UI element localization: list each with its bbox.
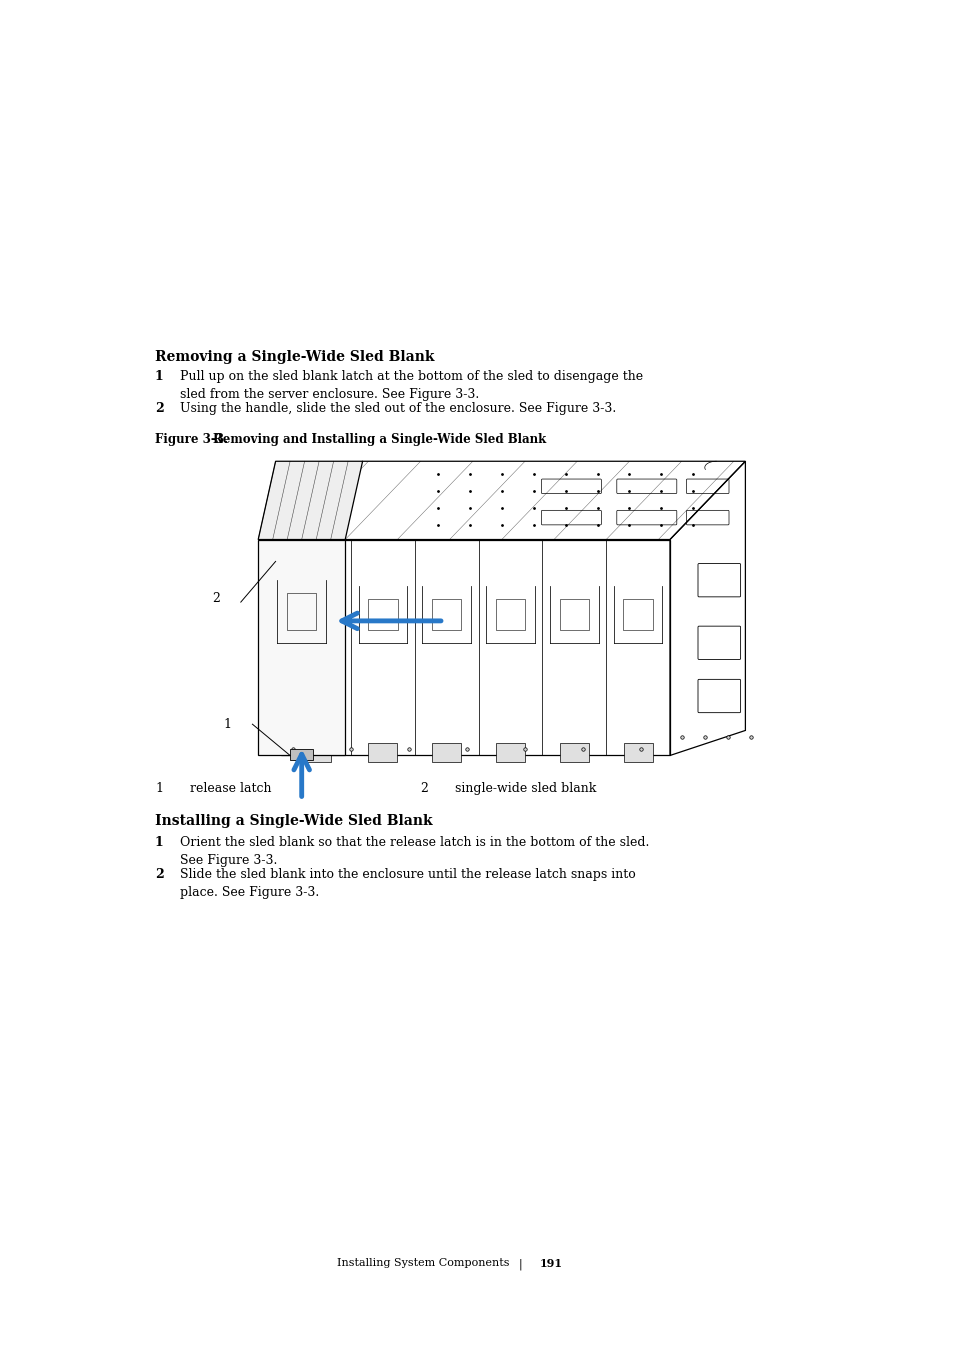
Text: 191: 191 <box>539 1258 562 1269</box>
Text: Figure 3-3.: Figure 3-3. <box>154 433 228 446</box>
Bar <box>623 599 652 630</box>
Bar <box>623 743 652 761</box>
Text: 1: 1 <box>154 370 164 383</box>
Polygon shape <box>258 462 362 540</box>
Text: Pull up on the sled blank latch at the bottom of the sled to disengage the
sled : Pull up on the sled blank latch at the b… <box>180 370 642 401</box>
Text: 1: 1 <box>223 718 232 730</box>
Bar <box>368 599 397 630</box>
Text: 2: 2 <box>154 402 164 414</box>
Bar <box>496 743 524 761</box>
Text: 2: 2 <box>419 782 428 795</box>
Text: Removing a Single-Wide Sled Blank: Removing a Single-Wide Sled Blank <box>154 350 434 365</box>
Bar <box>287 593 316 630</box>
Text: Installing System Components: Installing System Components <box>337 1258 510 1268</box>
Text: single-wide sled blank: single-wide sled blank <box>455 782 596 795</box>
Text: 1: 1 <box>154 782 163 795</box>
Bar <box>290 749 313 760</box>
Bar <box>301 743 331 761</box>
Bar <box>432 743 460 761</box>
Bar <box>559 743 588 761</box>
Polygon shape <box>258 540 345 756</box>
Text: 2: 2 <box>154 868 164 882</box>
Bar <box>301 599 331 630</box>
Text: Installing a Single-Wide Sled Blank: Installing a Single-Wide Sled Blank <box>154 814 432 828</box>
Bar <box>432 599 461 630</box>
Bar <box>368 743 397 761</box>
Text: release latch: release latch <box>190 782 272 795</box>
Text: Using the handle, slide the sled out of the enclosure. See Figure 3-3.: Using the handle, slide the sled out of … <box>180 402 616 414</box>
Text: Orient the sled blank so that the release latch is in the bottom of the sled.
Se: Orient the sled blank so that the releas… <box>180 836 649 867</box>
Bar <box>496 599 524 630</box>
Text: Slide the sled blank into the enclosure until the release latch snaps into
place: Slide the sled blank into the enclosure … <box>180 868 635 899</box>
Text: Removing and Installing a Single-Wide Sled Blank: Removing and Installing a Single-Wide Sl… <box>213 433 546 446</box>
Text: |: | <box>517 1258 521 1269</box>
Text: 1: 1 <box>154 836 164 849</box>
Text: 2: 2 <box>212 593 219 606</box>
Bar <box>559 599 588 630</box>
